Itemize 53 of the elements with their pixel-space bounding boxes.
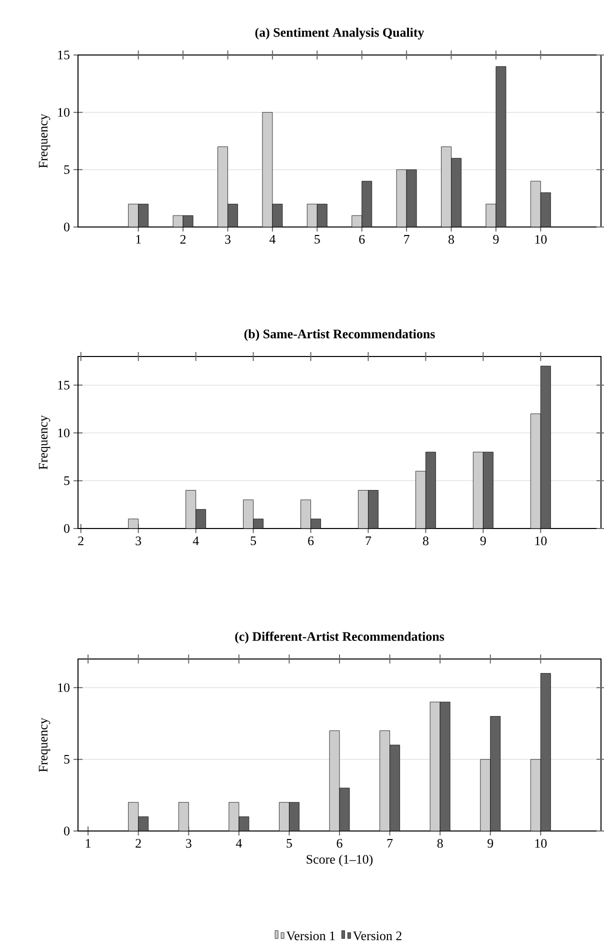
x-tick-label: 2	[78, 536, 84, 546]
chart-title: (a) Sentiment Analysis Quality	[255, 28, 424, 40]
legend-label: Version 1	[286, 931, 335, 940]
x-tick-label: 9	[493, 235, 499, 244]
y-tick-label: 0	[64, 524, 70, 533]
x-tick-label: 9	[488, 839, 494, 848]
x-tick-label: 1	[136, 235, 141, 244]
x-axis-title: Score (1–10)	[306, 854, 373, 866]
x-tick-label: 8	[437, 839, 443, 848]
chart-title: (c) Different-Artist Recommendations	[235, 632, 444, 644]
bar	[368, 490, 378, 528]
x-tick-label: 3	[225, 235, 230, 244]
x-tick-label: 6	[359, 235, 365, 244]
y-tick-label: 15	[58, 50, 70, 60]
x-tick-label: 7	[366, 536, 372, 545]
y-tick-label: 0	[64, 826, 70, 836]
bar	[540, 366, 551, 528]
x-tick-label: 3	[186, 839, 192, 848]
y-tick-label: 0	[64, 222, 70, 232]
bar	[426, 452, 436, 528]
x-tick-label: 8	[448, 235, 454, 244]
x-tick-label: 1	[86, 839, 91, 848]
x-tick-label: 5	[250, 536, 256, 546]
y-tick-label: 5	[64, 165, 70, 174]
y-axis-title: Frequency	[38, 114, 50, 168]
x-tick-label: 7	[387, 839, 393, 848]
x-tick-label: 10	[535, 235, 547, 244]
y-tick-label: 15	[58, 380, 70, 390]
x-tick-label: 2	[180, 235, 186, 244]
x-tick-label: 6	[336, 839, 342, 848]
y-axis-title: Frequency	[38, 415, 50, 470]
x-tick-label: 7	[404, 235, 410, 244]
x-tick-label: 6	[308, 536, 314, 546]
legend-label: Version 2	[353, 931, 402, 940]
x-tick-label: 2	[136, 839, 141, 848]
chart-title: (b) Same-Artist Recommendations	[244, 329, 435, 341]
bar	[482, 452, 494, 528]
x-tick-label: 9	[480, 536, 486, 546]
x-tick-label: 4	[192, 536, 199, 546]
x-tick-label: 5	[314, 235, 320, 244]
y-tick-label: 5	[64, 755, 70, 764]
y-tick-label: 10	[58, 683, 70, 692]
x-tick-label: 5	[286, 839, 292, 848]
x-tick-label: 3	[136, 536, 142, 546]
x-tick-label: 8	[422, 536, 428, 546]
y-axis-title: Frequency	[38, 718, 50, 772]
y-tick-label: 5	[64, 476, 70, 486]
x-tick-label: 10	[535, 536, 547, 546]
y-tick-label: 10	[58, 428, 70, 438]
x-tick-label: 4	[236, 839, 242, 848]
x-tick-label: 4	[269, 235, 276, 244]
x-tick-label: 10	[535, 839, 547, 848]
y-tick-label: 10	[58, 108, 70, 117]
